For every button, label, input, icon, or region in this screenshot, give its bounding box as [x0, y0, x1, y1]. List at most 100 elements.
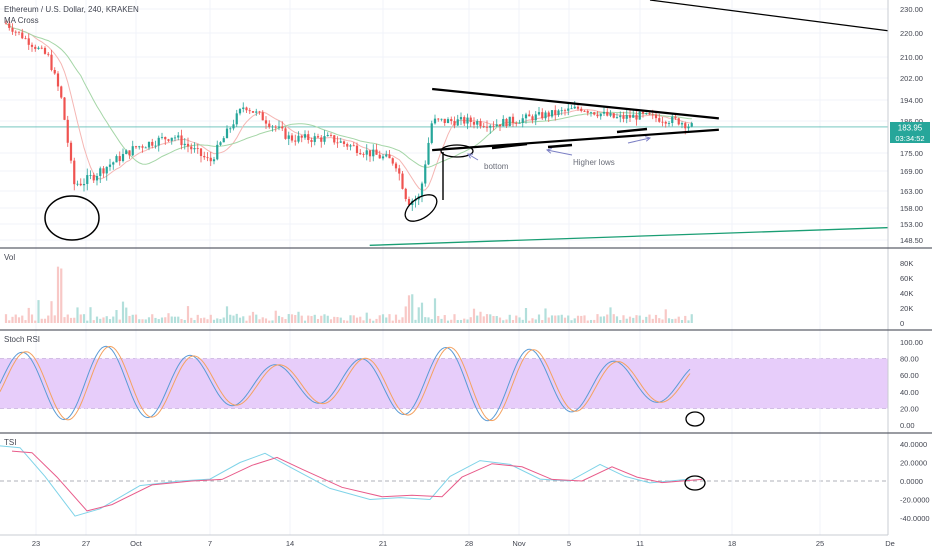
- volume-bar: [671, 319, 674, 323]
- candle-body: [339, 141, 342, 143]
- candle-body: [680, 123, 684, 125]
- volume-bar: [125, 307, 128, 323]
- volume-bar: [118, 319, 121, 323]
- volume-bar: [411, 294, 414, 323]
- candle-body: [164, 136, 167, 140]
- ma-cross-label[interactable]: MA Cross: [4, 16, 39, 25]
- volume-bar: [300, 315, 303, 323]
- candle-body: [583, 110, 586, 112]
- candle-body: [82, 183, 86, 186]
- candle-body: [476, 121, 479, 125]
- candle-body: [138, 146, 141, 148]
- volume-bar: [134, 314, 138, 323]
- ma-slow-line: [5, 23, 692, 168]
- candle-body: [495, 124, 498, 127]
- candle-body: [131, 146, 134, 156]
- volume-bar: [563, 317, 567, 323]
- candle-body: [667, 122, 671, 124]
- candle-body: [238, 109, 242, 114]
- candle-body: [173, 137, 177, 139]
- volume-bar: [50, 301, 53, 323]
- candle-body: [498, 124, 502, 127]
- volume-bar: [235, 313, 238, 323]
- volume-bar: [654, 314, 658, 323]
- volume-bar: [664, 309, 667, 323]
- volume-bar: [316, 318, 320, 323]
- arrow-higher-low-1: [546, 149, 573, 156]
- candle-body: [40, 47, 43, 49]
- circle-sep-low: [44, 195, 100, 241]
- volume-bar: [479, 311, 482, 323]
- volume-bar: [245, 320, 248, 323]
- candle-body: [599, 113, 602, 117]
- volume-bar: [164, 317, 167, 323]
- trendline-long-support: [369, 226, 891, 246]
- volume-pane-label[interactable]: Vol: [4, 253, 15, 262]
- candle-body: [443, 118, 446, 124]
- volume-bar: [414, 319, 417, 323]
- time-tick-label: 23: [32, 539, 40, 548]
- candle-body: [573, 106, 576, 109]
- tsi-pane-label[interactable]: TSI: [4, 438, 16, 447]
- candle-body: [251, 111, 255, 113]
- candle-body: [43, 47, 47, 54]
- candle-body: [242, 107, 245, 110]
- candle-body: [329, 135, 333, 136]
- candle-body: [505, 118, 508, 127]
- candle-body: [508, 116, 511, 127]
- volume-bar: [583, 315, 586, 323]
- candle-body: [635, 114, 638, 120]
- stoch-tick-label: 60.00: [900, 371, 919, 380]
- candle-body: [609, 113, 612, 116]
- circle-bottom: [440, 144, 474, 158]
- volume-bar: [469, 317, 472, 323]
- volume-bar: [667, 318, 671, 323]
- candle-body: [193, 148, 196, 150]
- price-tick-label: 186.00: [900, 117, 923, 126]
- volume-bar: [238, 317, 242, 323]
- volume-bar: [645, 316, 648, 323]
- grid-layer: [0, 0, 891, 535]
- candle-body: [261, 112, 264, 121]
- candle-body: [281, 126, 284, 129]
- volume-bar: [677, 316, 680, 323]
- volume-bar: [430, 319, 433, 323]
- volume-bar: [446, 320, 450, 323]
- price-tick-label: 163.00: [900, 187, 923, 196]
- volume-bar: [362, 320, 365, 323]
- candle-body: [521, 118, 524, 123]
- volume-bar: [456, 320, 459, 323]
- candle-body: [229, 128, 232, 130]
- volume-bar: [209, 314, 212, 323]
- candle-body: [554, 110, 557, 115]
- volume-bar: [531, 318, 534, 323]
- candle-body: [430, 123, 433, 143]
- volume-bar: [687, 320, 690, 323]
- volume-bar: [404, 306, 407, 323]
- candle-body: [450, 119, 453, 122]
- candle-body: [4, 23, 8, 25]
- volume-bar: [17, 317, 21, 323]
- stoch-pane-label[interactable]: Stoch RSI: [4, 335, 40, 344]
- candle-body: [190, 146, 193, 150]
- volume-bar: [40, 318, 43, 323]
- volume-bar: [466, 319, 469, 323]
- volume-bar: [492, 316, 495, 323]
- candle-body: [346, 143, 349, 147]
- candle-body: [381, 156, 385, 159]
- volume-bar: [427, 317, 430, 323]
- price-axis[interactable]: 230.00 220.00 210.00 202.00 194.00 186.00 175.…: [900, 5, 930, 523]
- candle-body: [151, 141, 154, 146]
- candle-body: [641, 111, 645, 114]
- ma-cross-lines: [5, 23, 692, 191]
- candle-body: [121, 154, 125, 162]
- symbol-title[interactable]: Ethereum / U.S. Dollar, 240, KRAKEN: [4, 5, 139, 14]
- volume-bar: [30, 314, 34, 323]
- time-axis[interactable]: 23 27 Oct 7 14 21 28 Nov 5 11 18 25 De: [32, 539, 895, 548]
- candle-body: [628, 115, 632, 118]
- volume-bar: [242, 316, 245, 323]
- candle-body: [398, 168, 401, 174]
- candle-body: [625, 115, 628, 119]
- candle-body: [128, 150, 131, 156]
